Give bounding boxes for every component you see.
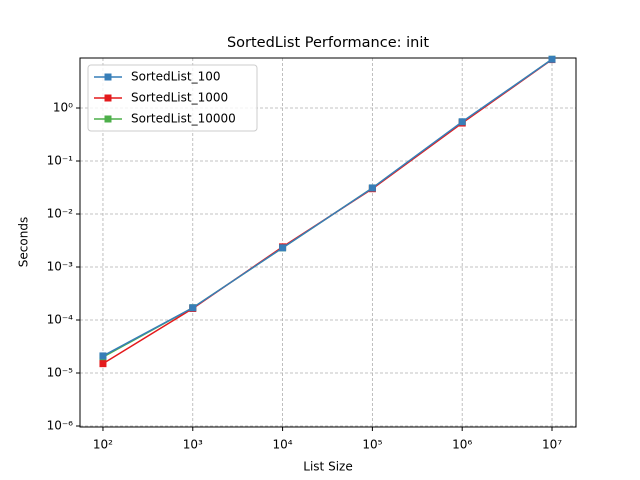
x-tick-label: 10⁶ — [452, 438, 472, 452]
y-tick-label: 10⁻⁵ — [47, 365, 74, 379]
series-line — [102, 58, 553, 357]
y-axis-label: Seconds — [17, 217, 31, 267]
legend-label: SortedList_100 — [131, 70, 220, 84]
y-tick-label: 10⁻¹ — [47, 154, 74, 168]
x-tick-label: 10⁵ — [362, 438, 382, 452]
marker — [548, 55, 556, 63]
legend-marker — [104, 115, 112, 123]
marker — [99, 360, 107, 368]
plot-frame — [79, 57, 577, 428]
legend-box — [87, 64, 258, 132]
chart-title: SortedList Performance: init — [227, 35, 429, 51]
y-tick-label: 10⁰ — [53, 101, 73, 115]
y-tick-label: 10⁻⁶ — [47, 418, 74, 432]
marker — [189, 304, 197, 312]
legend-label: SortedList_10000 — [131, 112, 236, 126]
marker — [368, 184, 376, 192]
x-tick-label: 10⁴ — [273, 438, 293, 452]
x-tick-label: 10² — [93, 438, 113, 452]
legend-marker — [104, 73, 112, 81]
marker — [99, 352, 107, 360]
legend-marker — [104, 94, 112, 102]
x-tick-label: 10³ — [183, 438, 203, 452]
y-tick-label: 10⁻⁴ — [47, 312, 74, 326]
x-tick-label: 10⁷ — [542, 438, 562, 452]
y-tick-label: 10⁻² — [47, 206, 74, 220]
marker — [458, 118, 466, 126]
y-tick-label: 10⁻³ — [47, 259, 74, 273]
legend-label: SortedList_1000 — [131, 91, 228, 105]
x-axis-label: List Size — [303, 460, 352, 474]
marker — [279, 244, 287, 252]
